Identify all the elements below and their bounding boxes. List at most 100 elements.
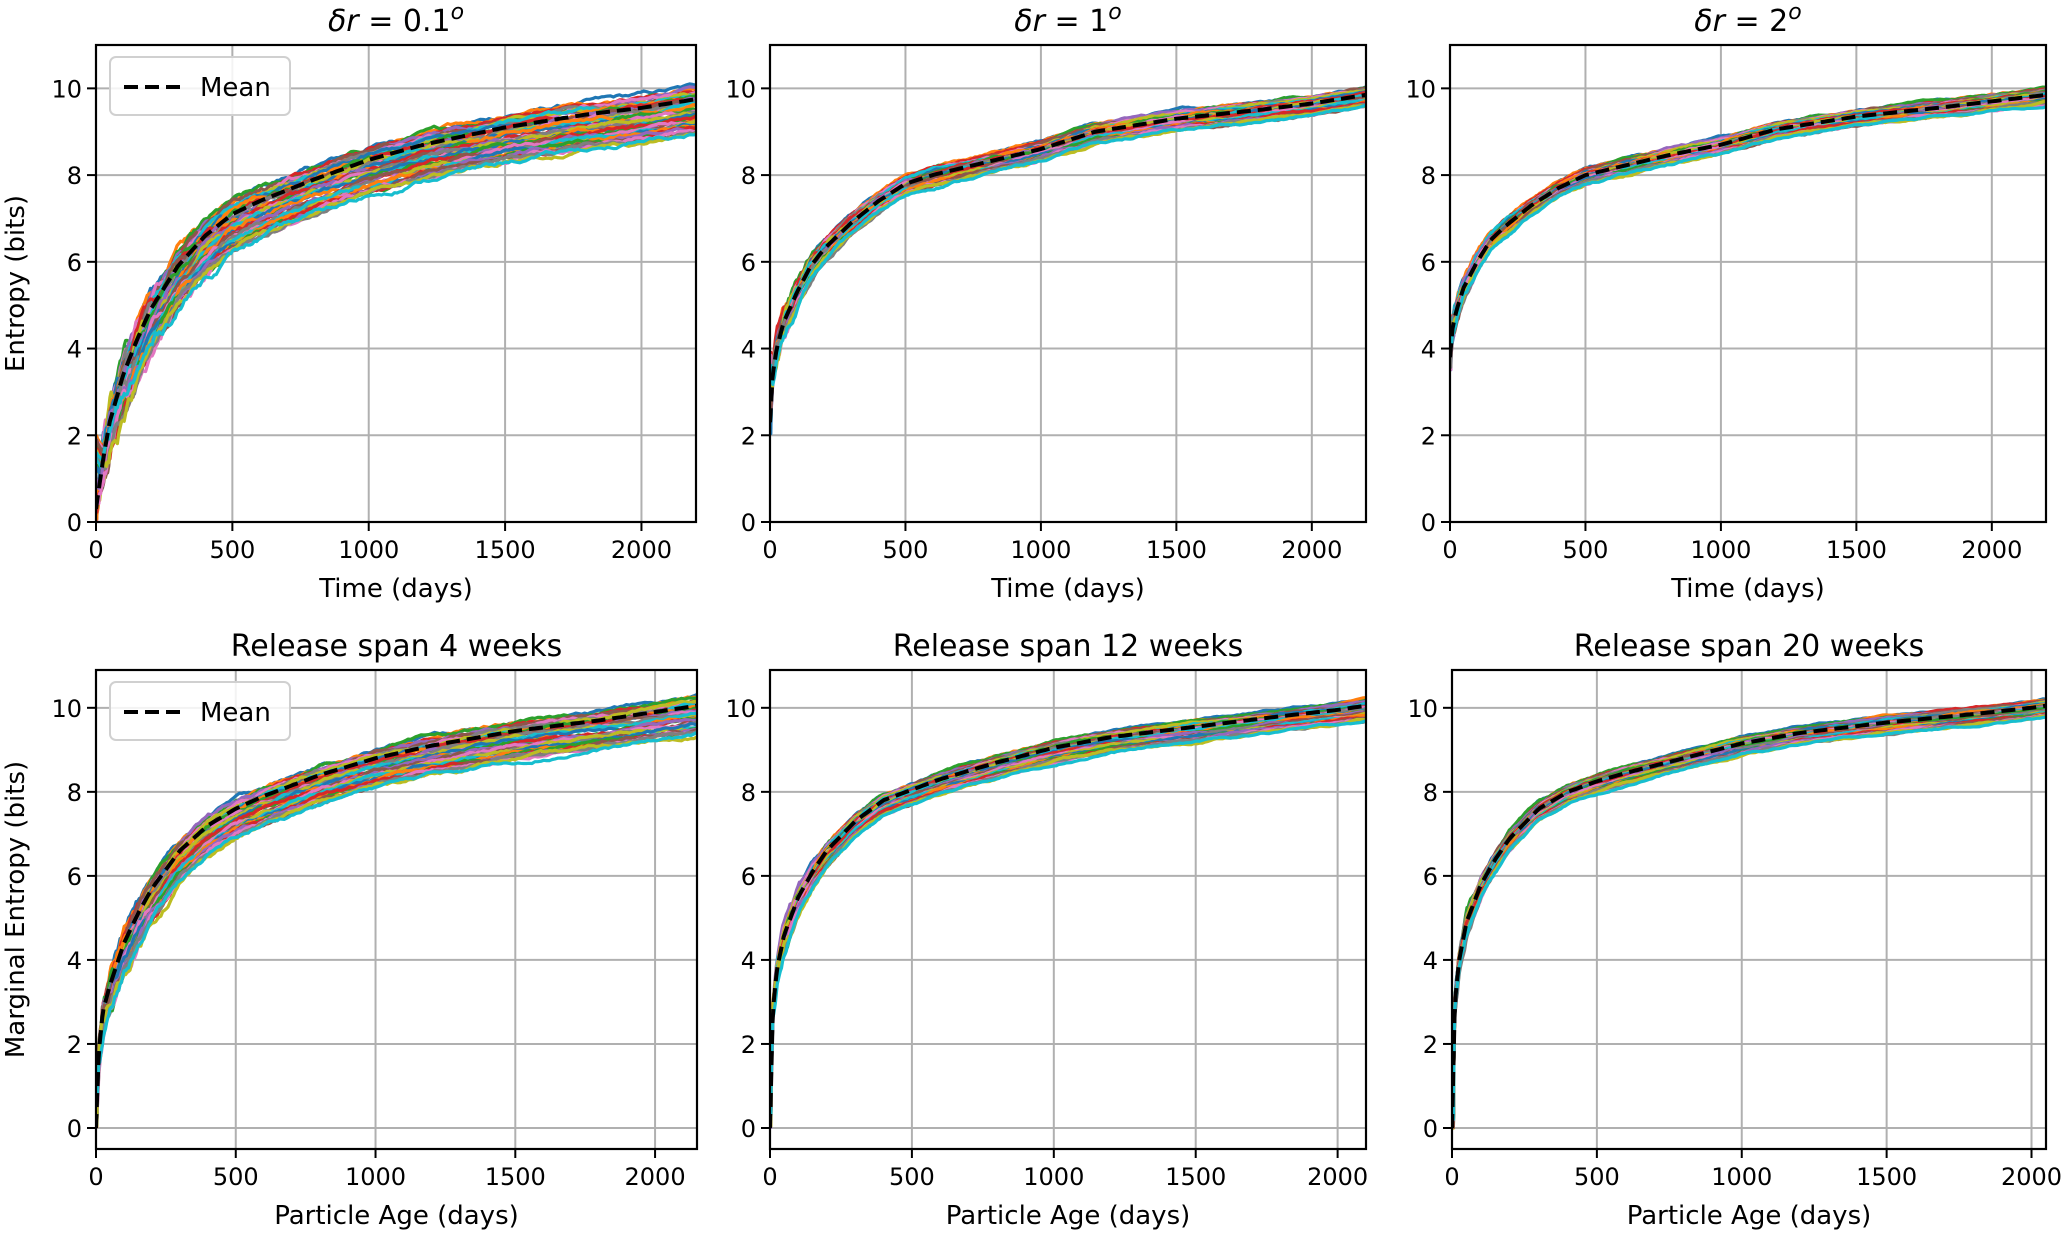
mean-line [96, 97, 696, 510]
ensemble-member-line [770, 709, 1366, 1118]
ensemble-member-line [770, 713, 1366, 1125]
x-tick-label: 0 [1444, 1163, 1459, 1191]
ensemble-member-line [96, 728, 697, 1098]
ensemble-member-line [770, 717, 1366, 1120]
x-tick-label: 1500 [1146, 536, 1207, 564]
x-tick-label: 1500 [1165, 1163, 1226, 1191]
ensemble-member-line [1452, 712, 2046, 1114]
ensemble-member-line [1450, 88, 2046, 344]
ensemble-lines [1450, 85, 2046, 372]
ensemble-member-line [1452, 704, 2046, 1117]
y-tick-label: 4 [67, 336, 82, 364]
y-axis-label: Marginal Entropy (bits) [1, 761, 31, 1058]
x-tick-label: 1000 [1023, 1163, 1084, 1191]
x-tick-label: 500 [883, 536, 929, 564]
x-tick-label: 0 [88, 536, 103, 564]
y-tick-label: 4 [741, 336, 756, 364]
x-axis-label: Particle Age (days) [274, 1201, 519, 1231]
axes-frame [1448, 43, 2048, 524]
ensemble-member-line [1452, 703, 2046, 1117]
panel-title: Release span 20 weeks [1574, 629, 1925, 664]
ensemble-member-line [1452, 713, 2046, 1122]
ensemble-member-line [96, 132, 696, 468]
ensemble-member-line [770, 716, 1366, 1109]
y-axis-label: Entropy (bits) [1, 195, 31, 372]
y-tick-label: 2 [741, 1031, 756, 1059]
ensemble-member-line [770, 706, 1366, 1127]
y-tick-label: 10 [725, 695, 756, 723]
x-tick-label: 1000 [338, 536, 399, 564]
ensemble-member-line [770, 705, 1366, 1114]
ensemble-member-line [770, 710, 1366, 1129]
y-tick-label: 10 [1405, 75, 1436, 103]
ensemble-member-line [770, 719, 1366, 1116]
y-tick-label: 6 [1421, 249, 1436, 277]
ensemble-member-line [770, 705, 1366, 1110]
y-tick-label: 8 [1421, 162, 1436, 190]
y-tick-label: 8 [67, 779, 82, 807]
ensemble-member-line [1452, 700, 2046, 1123]
axes-frame [94, 668, 699, 1151]
x-tick-label: 2000 [1961, 536, 2022, 564]
y-tick-label: 0 [741, 509, 756, 537]
ensemble-member-line [770, 711, 1366, 1123]
ensemble-member-line [770, 712, 1366, 1126]
ensemble-member-line [1452, 697, 2046, 1116]
y-tick-label: 0 [1423, 1115, 1438, 1143]
ensemble-lines [96, 82, 696, 522]
ensemble-member-line [770, 710, 1366, 1112]
ensemble-member-line [770, 713, 1366, 1113]
ensemble-member-line [1452, 714, 2046, 1113]
ensemble-member-line [1452, 705, 2046, 1117]
ensemble-member-line [1452, 714, 2046, 1121]
ensemble-member-line [1452, 707, 2046, 1115]
ensemble-member-line [1452, 707, 2046, 1129]
ensemble-member-line [770, 702, 1366, 1116]
ensemble-member-line [1452, 712, 2046, 1118]
y-tick-label: 6 [741, 863, 756, 891]
ensemble-member-line [770, 702, 1366, 1122]
ensemble-member-line [96, 133, 696, 462]
x-tick-label: 500 [1574, 1163, 1620, 1191]
y-tick-label: 6 [67, 863, 82, 891]
y-tick-label: 0 [741, 1115, 756, 1143]
ensemble-member-line [96, 731, 697, 1106]
y-tick-label: 6 [741, 249, 756, 277]
x-tick-label: 1000 [1010, 536, 1071, 564]
mean-line [770, 92, 1366, 423]
x-tick-label: 1000 [1711, 1163, 1772, 1191]
ensemble-member-line [96, 730, 697, 1118]
grid [95, 670, 697, 1149]
ensemble-member-line [1452, 712, 2046, 1111]
x-tick-label: 2000 [1281, 536, 1342, 564]
ensemble-member-line [1452, 711, 2046, 1127]
panel-title: Release span 12 weeks [893, 629, 1244, 664]
ensemble-member-line [770, 716, 1366, 1120]
legend: Mean [109, 56, 291, 116]
grid [1451, 670, 2046, 1149]
x-axis-label: Time (days) [318, 574, 473, 604]
ensemble-member-line [1452, 700, 2046, 1110]
ensemble-member-line [770, 705, 1366, 1112]
mean-line [1452, 703, 2046, 1129]
x-tick-label: 500 [889, 1163, 935, 1191]
ensemble-member-line [96, 735, 697, 1128]
x-tick-label: 1000 [1690, 536, 1751, 564]
panel-release-20-weeks: 0 500 1000 1500 2000 0 2 4 6 8 10 Particle Age (day… [1407, 629, 2062, 1231]
ensemble-member-line [1452, 705, 2046, 1125]
ensemble-member-line [1450, 87, 2046, 343]
y-tick-label: 10 [1407, 695, 1438, 723]
panel-dr-0.1: 0 500 1000 1500 2000 0 2 4 6 8 10 Time (days) Entrop… [1, 0, 698, 604]
y-tick-label: 2 [741, 422, 756, 450]
x-tick-label: 2000 [625, 1163, 686, 1191]
ensemble-member-line [96, 712, 697, 1121]
ensemble-member-line [1450, 85, 2046, 348]
x-tick-label: 0 [88, 1163, 103, 1191]
ensemble-member-line [1452, 711, 2046, 1110]
axes-frame [1450, 668, 2048, 1151]
panel-dr-1: 0 500 1000 1500 2000 0 2 4 6 8 10 Time (days) δr = 1… [725, 0, 1368, 604]
mean-line [96, 703, 697, 1129]
y-tick-label: 10 [51, 695, 82, 723]
ensemble-member-line [770, 713, 1366, 1115]
